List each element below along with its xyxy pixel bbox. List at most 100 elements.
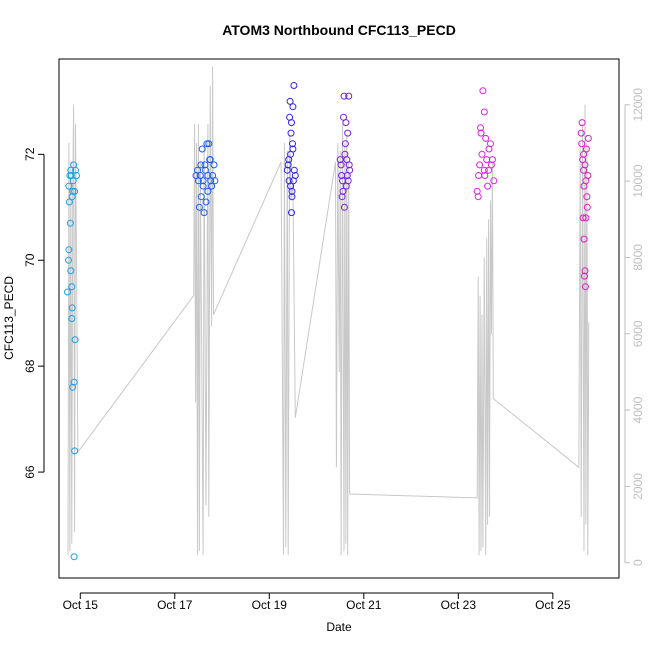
data-point [478,150,486,158]
data-point [288,119,295,127]
data-point [480,108,488,116]
plot-frame [58,58,620,579]
data-point [73,172,80,179]
data-point [286,97,294,105]
data-point [66,219,74,227]
data-point [289,177,297,185]
data-point [577,129,585,137]
data-point [342,119,350,127]
data-point [581,267,589,275]
data-point [68,193,76,201]
x-tick-label: Oct 25 [535,598,571,612]
data-point [476,161,484,169]
data-point [345,92,353,100]
data-point [488,156,496,164]
data-point [211,177,219,185]
x-tick-label: Oct 17 [157,598,193,612]
data-point [70,378,78,386]
data-point [340,203,348,211]
data-point [289,140,296,148]
data-point [65,198,73,206]
y-tick-label: 68 [23,359,37,373]
data-point [284,161,292,169]
right-y-tick-label: 2000 [631,473,645,500]
data-point [339,187,347,195]
data-point [474,193,482,201]
data-point [288,193,296,201]
data-point [65,256,72,264]
right-y-tick-label: 0 [631,559,645,566]
data-point [485,166,493,174]
x-tick-label: Oct 21 [346,598,382,612]
data-point [475,172,483,179]
data-point [208,182,216,190]
data-point [338,193,346,201]
data-point [484,182,492,190]
y-axis-label: CFC113_PECD [2,276,16,360]
data-point [68,315,76,322]
y-tick-label: 66 [23,465,37,479]
data-point [204,187,212,195]
x-tick-label: Oct 15 [63,598,99,612]
data-point [490,177,498,185]
data-point [64,288,71,296]
data-point [69,383,77,391]
data-point [210,161,218,169]
data-point [194,166,201,174]
data-point [477,124,484,132]
data-point [203,140,211,148]
data-point [487,161,495,169]
x-axis: Oct 15 Oct 17 Oct 19 Oct 21 Oct 23 Oct 25 [63,592,571,612]
right-y-axis: 0 2000 4000 6000 8000 10000 12000 [624,88,645,566]
altitude-line-layer [67,66,590,556]
data-point [345,161,353,169]
data-point [207,177,215,185]
data-point [196,172,204,179]
right-y-tick-label: 6000 [631,320,645,347]
data-point [65,246,73,254]
data-point [197,193,205,201]
data-point [71,336,79,344]
data-point [580,182,588,190]
data-point [583,203,591,211]
right-y-tick-label: 4000 [631,396,645,423]
data-point [70,161,78,169]
data-point [584,134,592,142]
data-point [480,166,488,174]
data-point [344,129,352,137]
data-point [582,145,590,153]
data-point [483,156,491,164]
data-point [290,166,298,174]
data-point [68,304,76,312]
data-point [289,145,297,153]
x-tick-label: Oct 19 [252,598,288,612]
data-point [195,203,203,211]
data-point [487,140,494,148]
y-axis: 66 68 70 72 [23,147,45,479]
data-point [340,92,348,100]
data-point [341,140,349,148]
data-point [578,119,586,127]
data-point [200,209,208,217]
data-point [283,166,291,174]
altitude-line [67,66,590,556]
data-points-layer [64,82,592,561]
data-point [287,129,295,137]
data-point [67,166,75,174]
data-point [580,150,588,158]
data-point [70,553,78,561]
data-point [473,187,481,195]
data-point [199,177,207,185]
data-point [579,214,587,222]
y-tick-label: 70 [23,253,37,267]
data-point [198,145,206,153]
data-point [206,156,214,164]
right-y-tick-label: 12000 [631,88,645,122]
data-point [71,447,79,455]
data-point [578,140,586,148]
data-point [481,172,489,179]
data-point [67,172,75,179]
data-point [583,193,591,201]
x-tick-label: Oct 23 [441,598,477,612]
